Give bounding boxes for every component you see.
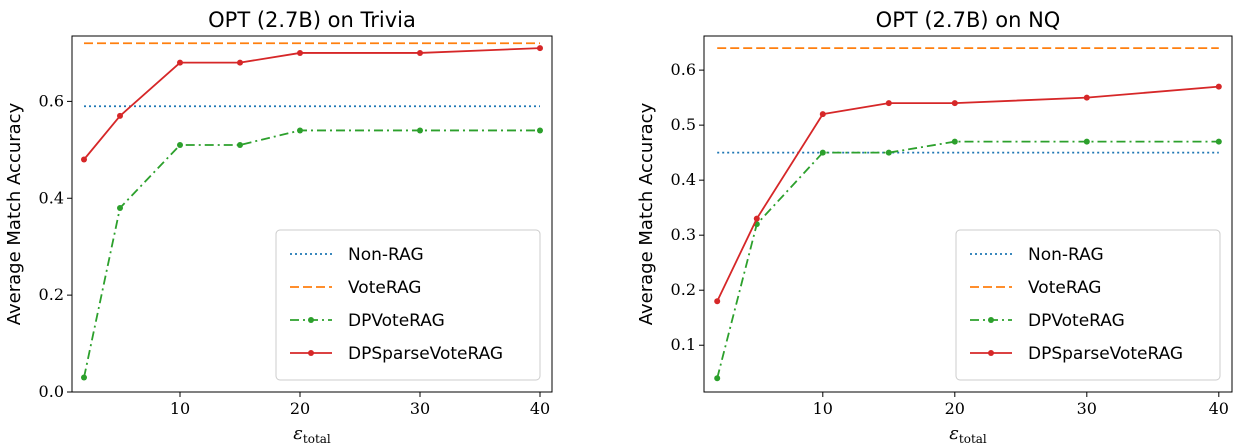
chart-panel-1: 10 20 30 40 0.0 0.2 0.4 0.6 OPT (2.7B) on Trivia… xyxy=(4,8,553,446)
data-point-dpsparsevoterag xyxy=(714,298,721,305)
y-tick-label: 0.2 xyxy=(39,285,64,304)
data-point-dpsparsevoterag xyxy=(753,215,760,222)
legend-marker xyxy=(308,317,314,323)
y-tick-label: 0.0 xyxy=(39,382,64,401)
data-point-dpvoterag xyxy=(297,127,303,134)
legend-label: DPSparseVoteRAG xyxy=(348,344,503,364)
x-tick-label: 20 xyxy=(945,399,965,418)
data-point-dpvoterag xyxy=(81,374,87,381)
x-tick-label: 40 xyxy=(1209,399,1229,418)
data-point-dpvoterag xyxy=(117,204,123,211)
x-axis-label: εtotal xyxy=(949,423,987,446)
legend-marker xyxy=(988,350,994,356)
legend-marker xyxy=(308,350,314,356)
y-tick-label: 0.1 xyxy=(671,335,696,354)
data-point-dpvoterag xyxy=(237,141,243,148)
x-tick-label: 20 xyxy=(290,399,310,418)
x-axis-subscript: total xyxy=(303,432,331,446)
data-point-dpsparsevoterag xyxy=(1215,83,1222,90)
data-point-dpvoterag xyxy=(819,149,826,156)
legend-label: VoteRAG xyxy=(348,278,421,298)
data-point-dpsparsevoterag xyxy=(117,112,123,119)
legend: Non-RAG VoteRAG DPVoteRAG DPSparseVoteRAG xyxy=(955,229,1221,381)
legend-label: DPVoteRAG xyxy=(348,311,445,331)
y-tick-label: 0.5 xyxy=(671,115,696,134)
legend-box xyxy=(955,229,1221,381)
data-point-dpvoterag xyxy=(417,127,423,134)
legend-label: Non-RAG xyxy=(348,245,424,265)
data-point-dpsparsevoterag xyxy=(1083,94,1090,101)
data-point-dpsparsevoterag xyxy=(819,111,826,118)
data-point-dpsparsevoterag xyxy=(537,45,543,52)
data-point-dpvoterag xyxy=(1083,138,1090,145)
data-point-dpsparsevoterag xyxy=(297,49,303,56)
x-tick-label: 40 xyxy=(530,399,550,418)
y-tick-label: 0.4 xyxy=(671,170,696,189)
x-tick-label: 30 xyxy=(1077,399,1097,418)
legend-label: DPSparseVoteRAG xyxy=(1028,344,1183,364)
y-axis-label: Average Match Accuracy xyxy=(636,102,657,325)
x-axis-symbol: ε xyxy=(293,423,303,444)
plot-frame xyxy=(71,35,553,393)
data-point-dpsparsevoterag xyxy=(81,156,87,163)
legend-label: Non-RAG xyxy=(1028,245,1104,265)
y-tick-label: 0.2 xyxy=(671,280,696,299)
data-point-dpvoterag xyxy=(951,138,958,145)
data-point-dpsparsevoterag xyxy=(951,100,958,107)
data-point-dpvoterag xyxy=(177,141,183,148)
x-tick-label: 10 xyxy=(813,399,833,418)
y-tick-label: 0.6 xyxy=(39,91,64,110)
x-axis-symbol: ε xyxy=(949,423,959,444)
data-point-dpsparsevoterag xyxy=(417,49,423,56)
x-axis-subscript: total xyxy=(959,432,987,446)
x-tick-label: 10 xyxy=(170,399,190,418)
legend-box xyxy=(275,229,541,381)
y-tick-label: 0.6 xyxy=(671,60,696,79)
data-point-dpvoterag xyxy=(537,127,543,134)
legend-marker xyxy=(988,317,994,323)
plot-frame xyxy=(703,35,1233,393)
data-point-dpvoterag xyxy=(714,375,721,382)
y-tick-label: 0.4 xyxy=(39,188,64,207)
y-tick-label: 0.3 xyxy=(671,225,696,244)
legend-label: DPVoteRAG xyxy=(1028,311,1125,331)
legend-label: VoteRAG xyxy=(1028,278,1101,298)
x-axis-label: εtotal xyxy=(293,423,331,446)
data-point-dpsparsevoterag xyxy=(237,59,243,66)
x-tick-label: 30 xyxy=(410,399,430,418)
data-point-dpsparsevoterag xyxy=(177,59,183,66)
legend: Non-RAG VoteRAG DPVoteRAG DPSparseVoteRAG xyxy=(275,229,541,381)
data-point-dpvoterag xyxy=(1215,138,1222,145)
chart-panel-2: 10 20 30 40 0.1 0.2 0.3 0.4 0.5 0.6 OPT (2.7B) on … xyxy=(636,8,1233,446)
data-point-dpvoterag xyxy=(885,149,892,156)
chart-title: OPT (2.7B) on NQ xyxy=(876,8,1061,32)
chart-title: OPT (2.7B) on Trivia xyxy=(208,8,416,32)
y-axis-label: Average Match Accuracy xyxy=(4,102,25,325)
data-point-dpsparsevoterag xyxy=(885,100,892,107)
series-line-dpsparsevoterag xyxy=(83,47,541,161)
